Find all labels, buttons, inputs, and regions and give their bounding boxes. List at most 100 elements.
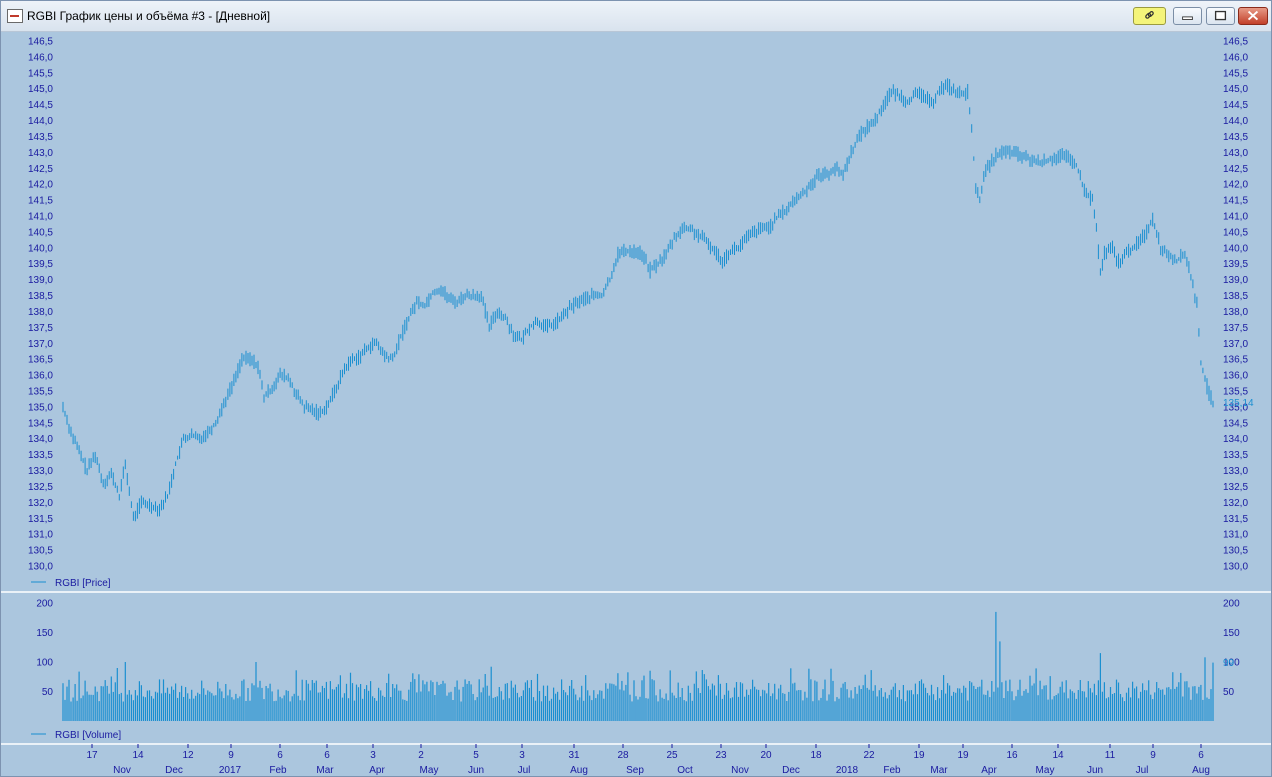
price-y-tick-right: 132,5	[1223, 482, 1248, 493]
price-y-tick-left: 139,0	[28, 275, 53, 286]
price-y-tick-right: 146,5	[1223, 37, 1248, 48]
price-y-tick-right: 145,5	[1223, 68, 1248, 79]
price-y-tick-right: 142,0	[1223, 180, 1248, 191]
price-y-tick-left: 133,5	[28, 450, 53, 461]
price-y-tick-right: 130,5	[1223, 546, 1248, 557]
price-y-tick-right: 137,5	[1223, 323, 1248, 334]
price-last-value: 135,14	[1223, 398, 1254, 409]
x-tick-day: 17	[86, 750, 98, 761]
x-tick-month: Sep	[626, 765, 644, 776]
volume-y-tick-right: 150	[1223, 628, 1240, 639]
x-tick-day: 16	[1006, 750, 1018, 761]
x-tick-month: Nov	[731, 765, 749, 776]
volume-y-tick-right: 100	[1223, 658, 1240, 669]
volume-panel: 200 150 100 50 200 150 100 50 RGBI [Volume] 99	[31, 599, 1240, 741]
volume-last-value: 99	[1223, 658, 1235, 669]
price-y-tick-left: 132,0	[28, 498, 53, 509]
x-tick-day: 14	[132, 750, 144, 761]
link-button[interactable]	[1133, 7, 1166, 25]
price-y-tick-left: 140,0	[28, 243, 53, 254]
maximize-icon	[1214, 10, 1227, 21]
price-y-tick-right: 136,5	[1223, 355, 1248, 366]
price-y-tick-left: 132,5	[28, 482, 53, 493]
x-tick-day: 3	[370, 750, 376, 761]
price-y-tick-left: 136,5	[28, 355, 53, 366]
price-y-tick-left: 135,0	[28, 402, 53, 413]
x-tick-day: 9	[228, 750, 234, 761]
volume-y-axis-right: 200 150 100 50	[1223, 599, 1240, 699]
price-y-tick-right: 132,0	[1223, 498, 1248, 509]
volume-y-tick-left: 200	[36, 599, 53, 610]
price-y-tick-right: 136,0	[1223, 371, 1248, 382]
price-y-tick-left: 133,0	[28, 466, 53, 477]
x-tick-month: Aug	[570, 765, 588, 776]
price-y-tick-right: 138,0	[1223, 307, 1248, 318]
x-tick-day: 31	[568, 750, 580, 761]
price-y-tick-right: 134,0	[1223, 434, 1248, 445]
price-y-tick-right: 140,5	[1223, 227, 1248, 238]
price-y-tick-left: 144,5	[28, 100, 53, 111]
price-y-tick-right: 139,0	[1223, 275, 1248, 286]
price-y-tick-left: 140,5	[28, 227, 53, 238]
price-y-tick-left: 136,0	[28, 371, 53, 382]
price-y-tick-left: 134,0	[28, 434, 53, 445]
volume-series	[62, 611, 1214, 721]
x-tick-month: Nov	[113, 765, 131, 776]
price-y-tick-left: 143,5	[28, 132, 53, 143]
price-y-tick-left: 138,0	[28, 307, 53, 318]
x-tick-month: Jul	[1136, 765, 1149, 776]
price-y-tick-left: 134,5	[28, 418, 53, 429]
x-tick-day: 20	[760, 750, 772, 761]
price-legend: RGBI [Price]	[31, 578, 111, 589]
maximize-button[interactable]	[1206, 7, 1235, 25]
price-y-tick-right: 141,0	[1223, 212, 1248, 223]
chart-area: 146,5 146,0 145,5 145,0 144,5 144,0 143,5 143,0…	[1, 37, 1271, 776]
price-y-tick-right: 138,5	[1223, 291, 1248, 302]
x-tick-month: May	[420, 765, 439, 776]
price-y-tick-right: 133,5	[1223, 450, 1248, 461]
volume-y-tick-right: 50	[1223, 687, 1235, 698]
x-tick-day: 28	[617, 750, 629, 761]
price-y-tick-left: 142,5	[28, 164, 53, 175]
close-button[interactable]	[1238, 7, 1268, 25]
x-tick-month: Feb	[269, 765, 287, 776]
price-y-tick-right: 144,0	[1223, 116, 1248, 127]
x-tick-day: 18	[810, 750, 822, 761]
price-y-tick-right: 135,0	[1223, 402, 1248, 413]
volume-y-axis-left: 200 150 100 50	[36, 599, 53, 699]
x-tick-month: Jul	[518, 765, 531, 776]
x-tick-day: 23	[715, 750, 727, 761]
x-tick-month: Jun	[1087, 765, 1103, 776]
x-tick-month: Dec	[165, 765, 183, 776]
price-y-tick-left: 141,5	[28, 196, 53, 207]
price-y-tick-left: 142,0	[28, 180, 53, 191]
price-y-tick-left: 145,5	[28, 68, 53, 79]
price-y-tick-right: 133,0	[1223, 466, 1248, 477]
price-y-tick-left: 135,5	[28, 387, 53, 398]
price-panel: 146,5 146,0 145,5 145,0 144,5 144,0 143,5 143,0…	[28, 37, 1254, 590]
x-tick-day: 6	[1198, 750, 1204, 761]
x-tick-day: 5	[473, 750, 479, 761]
minimize-button[interactable]	[1173, 7, 1202, 25]
x-tick-day: 11	[1105, 750, 1116, 761]
x-tick-month: May	[1036, 765, 1055, 776]
title-bar[interactable]: RGBI График цены и объёма #3 - [Дневной]	[1, 1, 1271, 32]
price-y-tick-right: 140,0	[1223, 243, 1248, 254]
volume-legend-label: RGBI [Volume]	[55, 730, 121, 741]
window-title: RGBI График цены и объёма #3 - [Дневной]	[27, 9, 271, 23]
price-y-tick-right: 135,5	[1223, 387, 1248, 398]
volume-y-tick-left: 100	[36, 658, 53, 669]
x-tick-month: Aug	[1192, 765, 1210, 776]
x-tick-month: Dec	[782, 765, 800, 776]
x-tick-day: 14	[1052, 750, 1064, 761]
price-y-tick-left: 141,0	[28, 212, 53, 223]
volume-legend: RGBI [Volume]	[31, 730, 121, 741]
price-y-tick-left: 131,5	[28, 514, 53, 525]
volume-y-tick-left: 150	[36, 628, 53, 639]
price-y-tick-right: 145,0	[1223, 84, 1248, 95]
price-y-tick-left: 139,5	[28, 259, 53, 270]
x-tick-month: Mar	[930, 765, 948, 776]
x-tick-month: Feb	[883, 765, 901, 776]
price-y-axis-right: 146,5 146,0 145,5 145,0 144,5 144,0 143,5 143,0…	[1223, 37, 1248, 573]
link-icon	[1145, 11, 1154, 19]
